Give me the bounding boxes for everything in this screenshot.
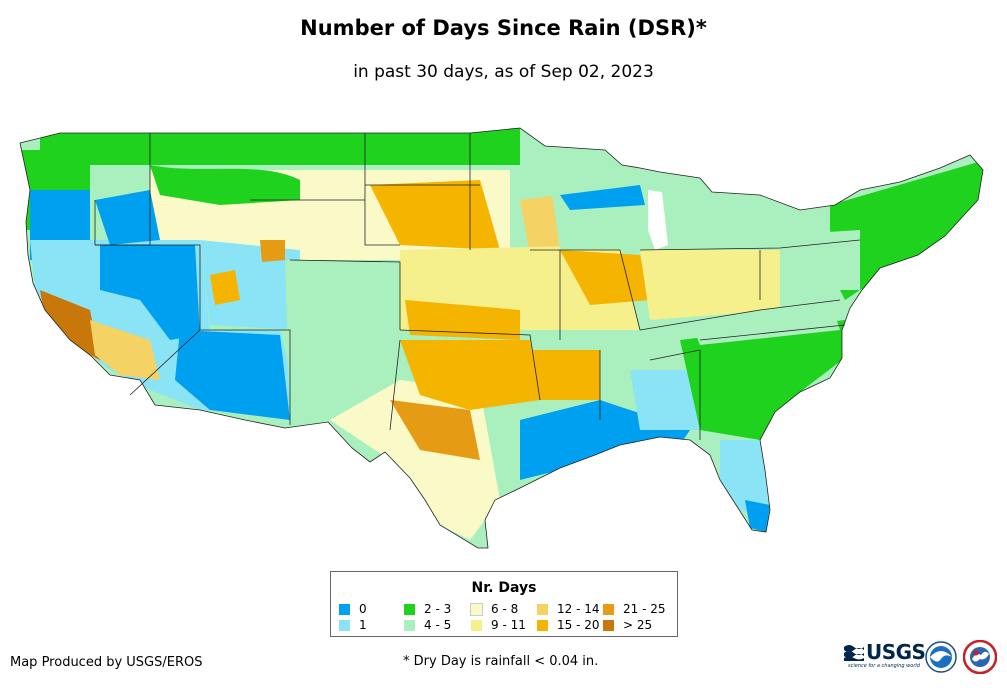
- legend-title: Nr. Days: [471, 580, 537, 596]
- legend-label: 0: [359, 602, 367, 616]
- usgs-logo: USGS: [844, 640, 926, 664]
- usgs-wordmark: USGS: [866, 640, 926, 664]
- precipitation-regions: [20, 128, 983, 548]
- legend-label: 1: [359, 618, 367, 632]
- map-subtitle: in past 30 days, as of Sep 02, 2023: [353, 62, 654, 82]
- legend-label: > 25: [623, 618, 653, 632]
- nws-logo-icon: [963, 640, 997, 674]
- legend-swatch: [339, 603, 350, 615]
- dry-day-note: * Dry Day is rainfall < 0.04 in.: [403, 654, 599, 669]
- legend-swatch: [471, 619, 482, 631]
- legend-item-3: 4 - 5: [404, 618, 451, 632]
- credit-text: Map Produced by USGS/EROS: [10, 655, 203, 670]
- legend-label: 15 - 20: [557, 618, 600, 632]
- legend-label: 2 - 3: [424, 602, 452, 616]
- legend-swatch: [603, 603, 614, 615]
- map-title: Number of Days Since Rain (DSR)*: [300, 16, 707, 40]
- legend-label: 21 - 25: [623, 602, 666, 616]
- legend-item-8: 21 - 25: [603, 602, 666, 616]
- legend-item-4: 6 - 8: [470, 602, 519, 616]
- legend-item-9: > 25: [603, 618, 652, 632]
- state-boundaries: [19, 127, 984, 549]
- legend-swatch: [603, 619, 614, 631]
- legend-item-6: 12 - 14: [537, 602, 600, 616]
- legend-label: 4 - 5: [424, 618, 452, 632]
- legend-item-1: 1: [339, 618, 367, 632]
- legend-swatch: [404, 619, 415, 631]
- legend-swatch: [470, 602, 483, 616]
- usgs-tagline: science for a changing world: [848, 663, 920, 669]
- noaa-logo-icon: [925, 641, 957, 673]
- legend-item-2: 2 - 3: [404, 602, 451, 616]
- legend-label: 6 - 8: [491, 602, 519, 616]
- legend-item-7: 15 - 20: [537, 618, 600, 632]
- legend-item-5: 9 - 11: [471, 618, 526, 632]
- legend-swatch: [537, 603, 548, 615]
- legend-item-0: 0: [339, 602, 367, 616]
- legend-label: 12 - 14: [557, 602, 600, 616]
- usgs-wave-icon: [844, 645, 864, 661]
- legend-label: 9 - 11: [491, 618, 526, 632]
- legend-swatch: [339, 619, 350, 631]
- legend-swatch: [404, 603, 415, 615]
- legend-swatch: [537, 619, 548, 631]
- map-legend: Nr. Days 0 1 2 - 3 4 - 5 6 - 8 9 - 11 12…: [330, 571, 678, 637]
